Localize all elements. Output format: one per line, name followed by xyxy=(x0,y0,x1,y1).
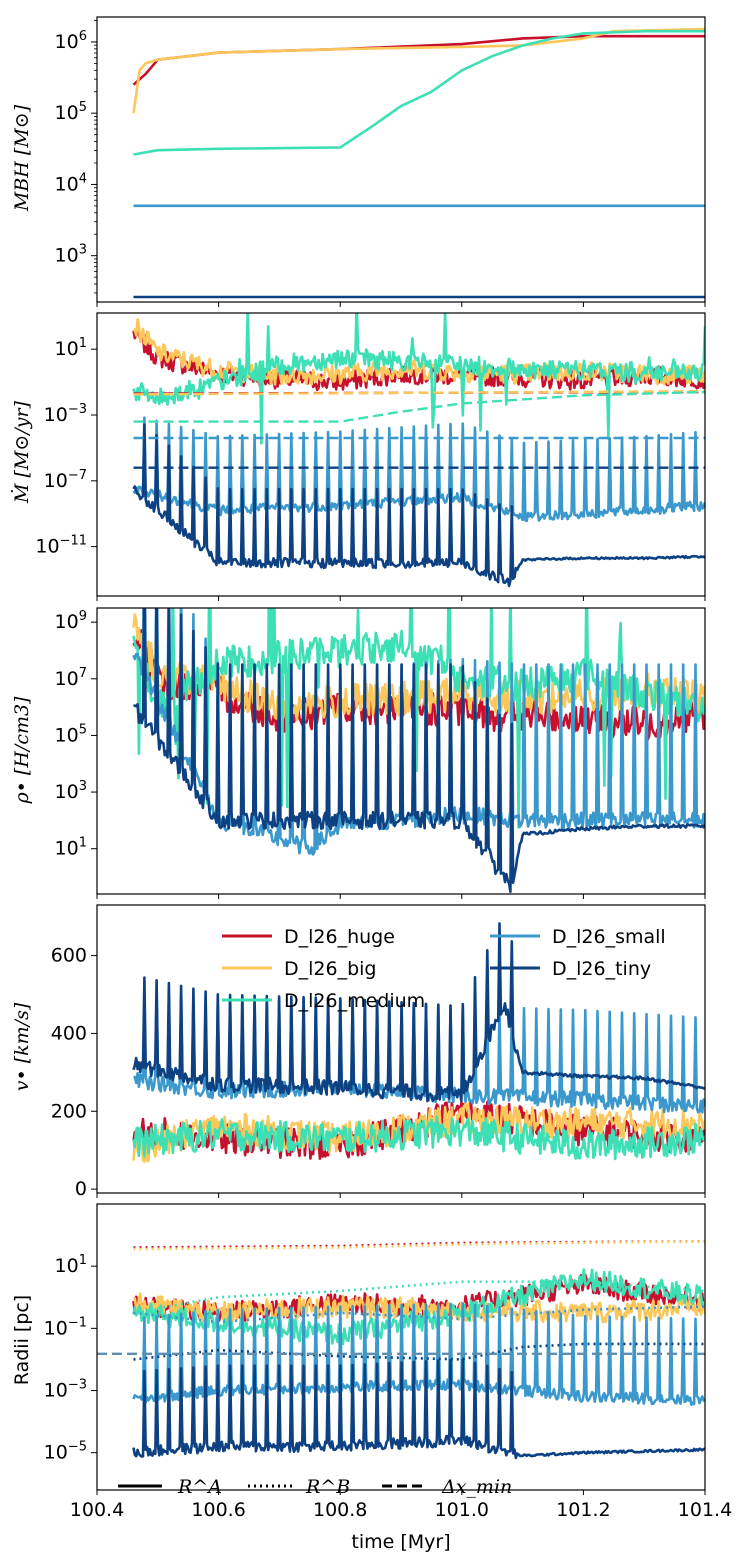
y-tick-label: 600 xyxy=(51,945,87,967)
series-tiny-solid xyxy=(132,922,705,1103)
x-tick-label: 101.4 xyxy=(678,1499,732,1521)
panel-3-series xyxy=(132,608,705,893)
legend-label-big: D_l26_big xyxy=(284,958,377,980)
series-big-solid xyxy=(132,1102,705,1163)
x-tick-label: 101.2 xyxy=(556,1499,610,1521)
series-huge-solid xyxy=(132,1100,705,1160)
series-big-solid xyxy=(132,318,705,386)
panel-5-frame xyxy=(96,1203,706,1491)
y-tick-label: 10−3 xyxy=(44,402,87,426)
series-huge-dotted xyxy=(133,1240,705,1249)
panel-5: 100.4 100.6 100.8 101.0 101.2 101.4 10−5 10−3 10… xyxy=(44,1203,732,1521)
panel-4: 0 200 400 600 xyxy=(51,904,706,1200)
panel-3: 101 103 105 107 109 xyxy=(55,607,706,899)
series-tiny-solid xyxy=(132,1358,705,1460)
panel-2-series xyxy=(132,313,705,588)
series-medium-dotted xyxy=(133,1280,705,1315)
panel-2-frame xyxy=(96,312,706,597)
y-tick-label: 400 xyxy=(51,1022,87,1044)
legend-label-dxmin: Δx_min xyxy=(441,1476,512,1498)
legend-label-ra: R^A xyxy=(177,1476,222,1498)
x-axis-label: time [Myr] xyxy=(351,1531,450,1553)
series-big-dotted xyxy=(133,1240,705,1251)
series-tiny-solid xyxy=(133,608,705,893)
y-tick-label: 105 xyxy=(55,722,87,746)
series-tiny-solid xyxy=(132,423,705,588)
series-legend: D_l26_huge D_l26_big D_l26_medium D_l26_… xyxy=(222,926,666,1012)
series-big-solid xyxy=(133,1292,705,1324)
series-big-solid xyxy=(132,27,705,114)
y-tick-label: 10−11 xyxy=(35,534,87,558)
y-tick-label: 10−3 xyxy=(44,1378,87,1402)
panel3-ylabel: ρ• [H/cm3] xyxy=(11,696,33,805)
y-tick-label: 109 xyxy=(55,609,87,633)
y-tick-label: 10−5 xyxy=(44,1440,87,1464)
x-tick-label: 100.8 xyxy=(313,1499,367,1521)
panel-4-frame xyxy=(96,904,706,1194)
legend-label-small: D_l26_small xyxy=(552,926,666,948)
panel1-ylabel: MBH [M⊙] xyxy=(11,104,33,212)
series-small-solid xyxy=(133,990,705,1114)
series-huge-solid xyxy=(132,34,705,86)
legend-label-medium: D_l26_medium xyxy=(284,990,425,1012)
panel-1: 103 104 105 106 xyxy=(55,16,706,307)
y-tick-label: 200 xyxy=(51,1100,87,1122)
y-tick-label: 107 xyxy=(55,666,87,690)
panel-3-frame xyxy=(96,607,706,895)
panel-1-frame xyxy=(96,16,706,303)
panel-5-series xyxy=(97,1240,705,1460)
x-tick-label: 101.0 xyxy=(435,1499,489,1521)
panel5-ylabel: Radii [pc] xyxy=(11,1295,33,1385)
panel-2: 10−11 10−7 10−3 101 xyxy=(35,312,706,601)
legend-label-rb: R^B xyxy=(305,1476,350,1498)
x-tick-label: 100.6 xyxy=(191,1499,245,1521)
panel4-ylabel: v• [km/s] xyxy=(11,1002,33,1091)
y-tick-label: 0 xyxy=(75,1178,87,1200)
y-tick-label: 106 xyxy=(55,29,87,53)
panel-1-series xyxy=(132,27,705,299)
series-tiny-dotted xyxy=(133,1342,705,1361)
y-tick-label: 101 xyxy=(55,336,87,360)
linestyle-legend: R^A R^B Δx_min xyxy=(118,1476,512,1498)
y-tick-label: 103 xyxy=(55,243,87,267)
y-tick-label: 103 xyxy=(55,779,87,803)
legend-label-tiny: D_l26_tiny xyxy=(552,958,651,980)
plot-layer: 103 104 105 106 10−11 10−7 10−3 101 101 103 105 107… xyxy=(35,16,732,1521)
panel2-ylabel: Ṁ [M⊙/yr] xyxy=(10,400,33,503)
series-medium-dashed xyxy=(133,390,705,423)
legend-label-huge: D_l26_huge xyxy=(284,926,395,948)
y-tick-label: 10−7 xyxy=(44,468,87,492)
y-tick-label: 10−1 xyxy=(44,1315,87,1339)
y-tick-label: 101 xyxy=(55,1253,87,1277)
y-tick-label: 105 xyxy=(55,100,87,124)
series-medium-solid xyxy=(133,29,705,156)
x-tick-label: 100.4 xyxy=(70,1499,124,1521)
series-medium-solid xyxy=(132,313,705,445)
series-medium-solid xyxy=(132,1115,705,1161)
series-big-dashed xyxy=(133,390,705,396)
y-tick-label: 104 xyxy=(55,171,87,195)
y-tick-label: 101 xyxy=(55,836,87,860)
panel-4-series xyxy=(132,922,705,1163)
